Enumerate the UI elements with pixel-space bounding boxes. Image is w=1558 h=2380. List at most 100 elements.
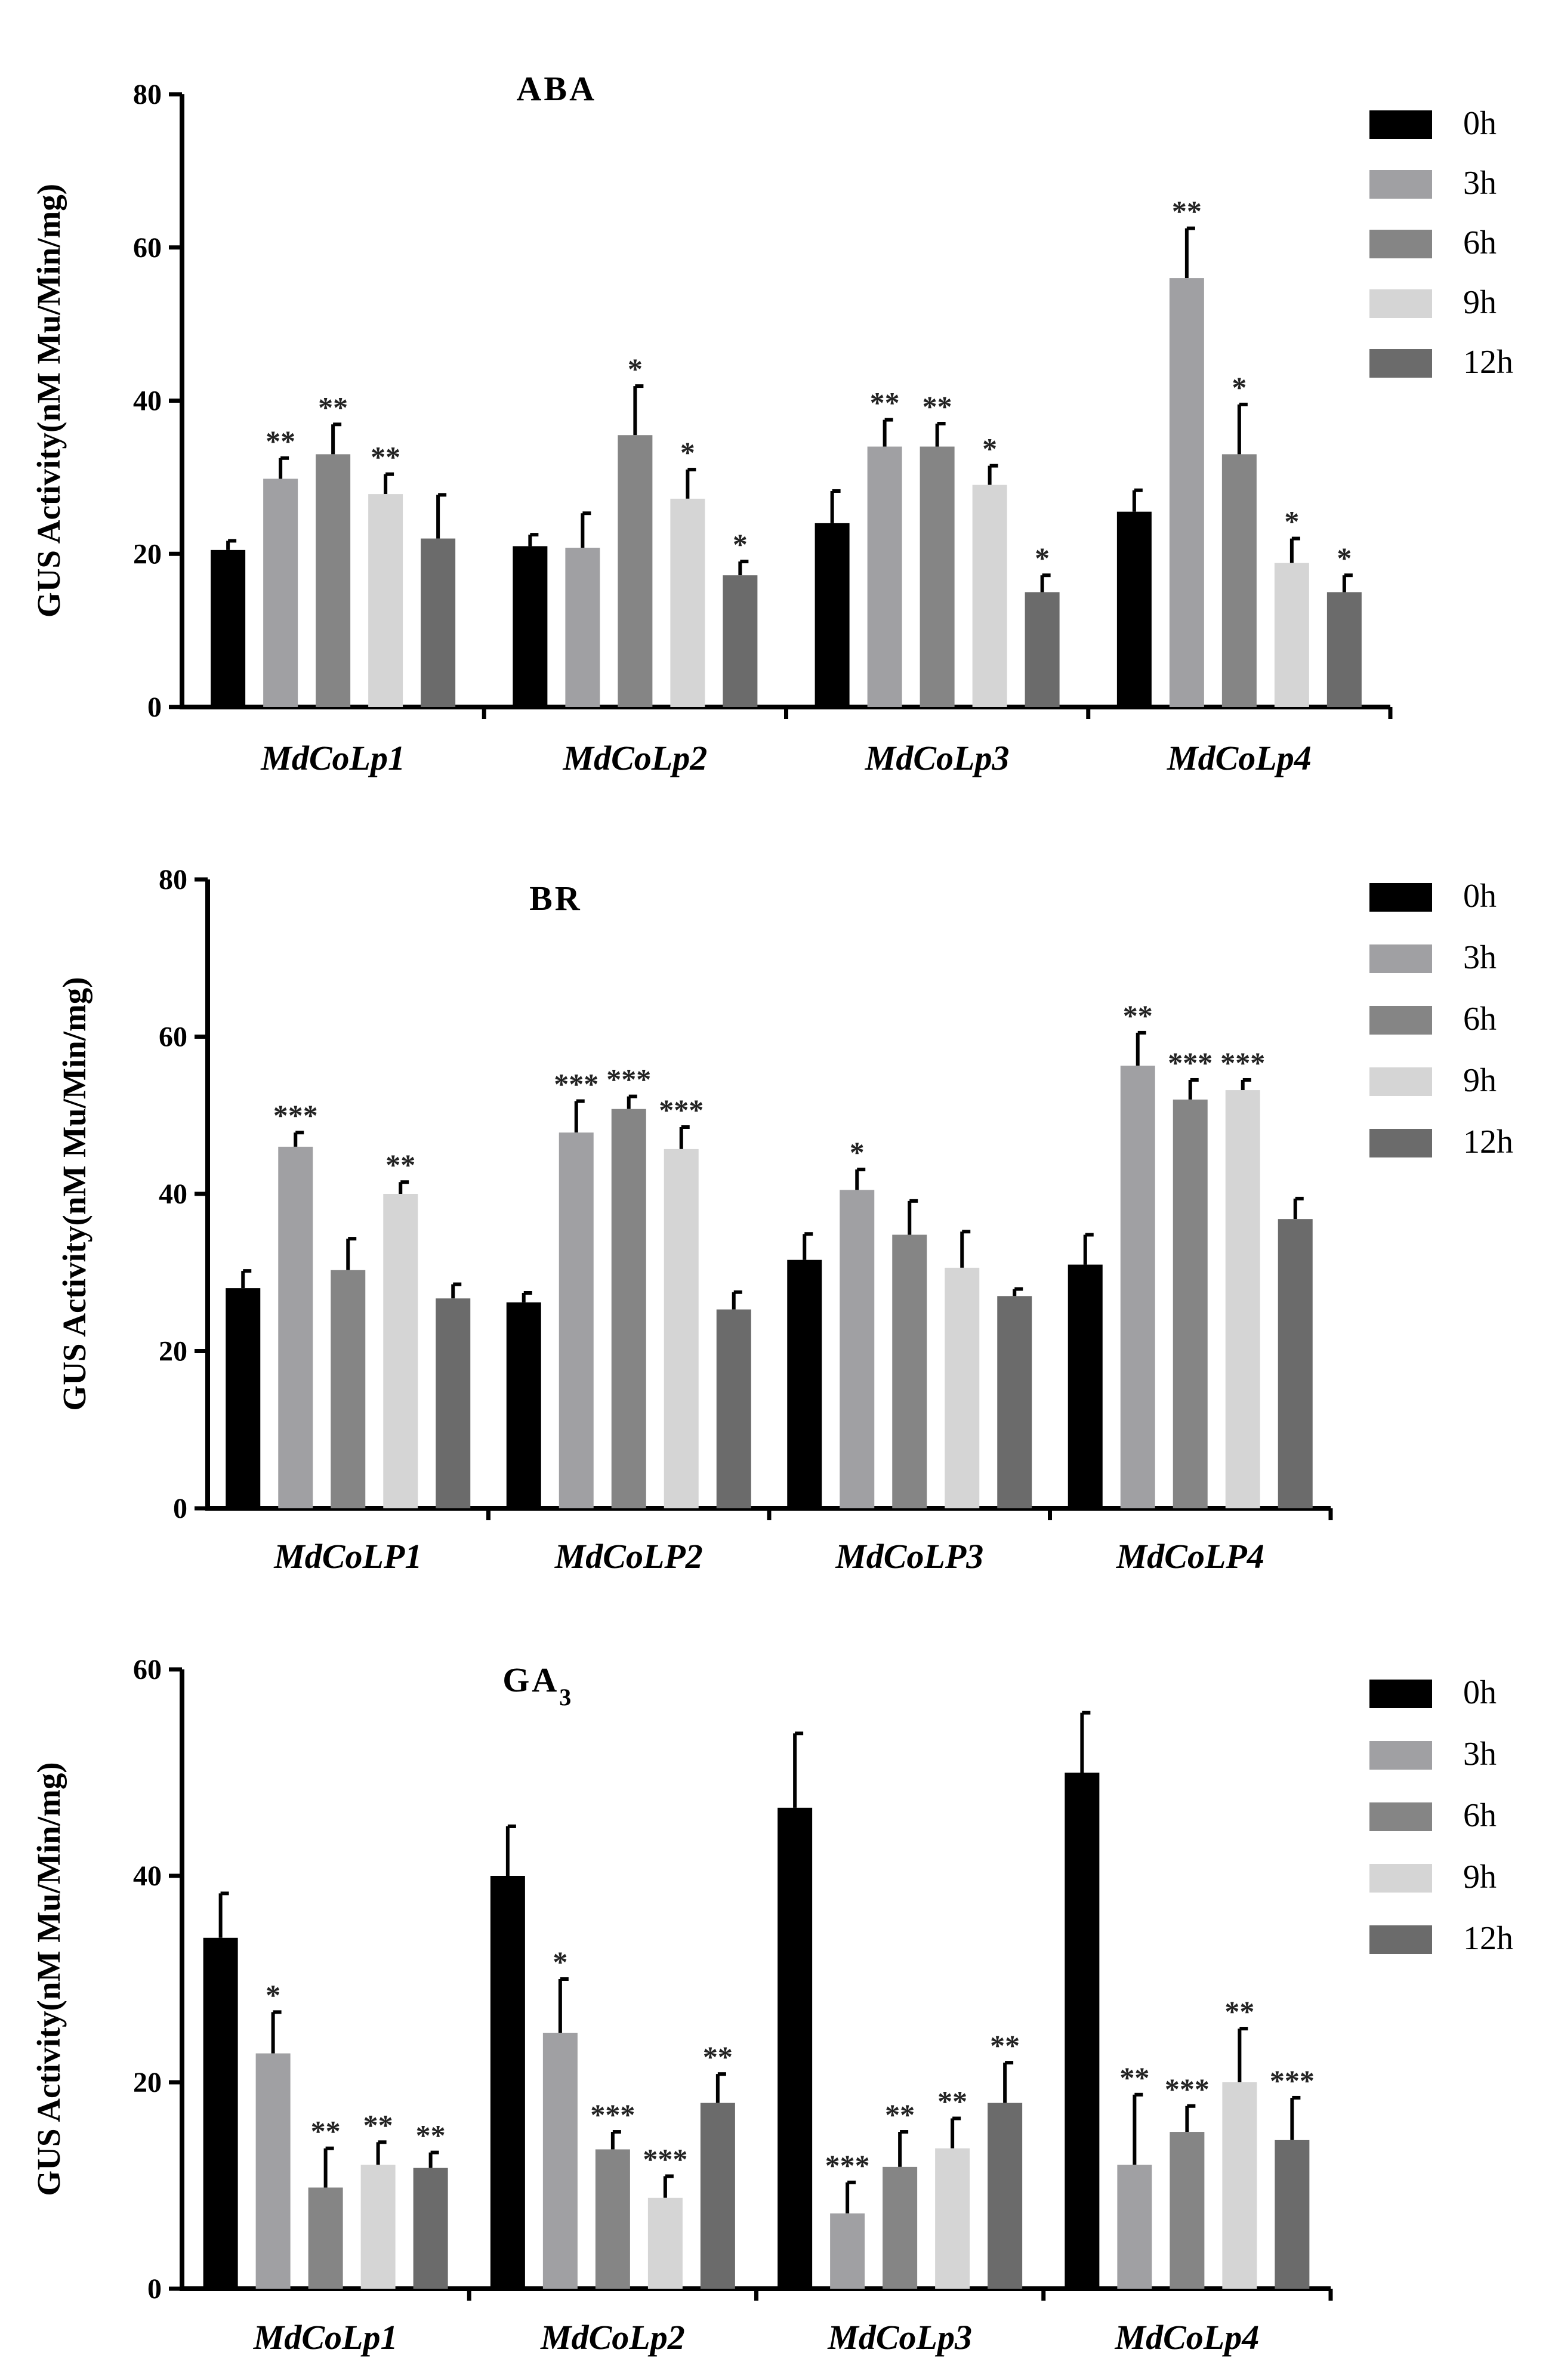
panel-1-bar bbox=[972, 484, 1007, 707]
panel-3-y-tick-label: 60 bbox=[133, 1654, 162, 1686]
panel-3-title-subscript: 3 bbox=[559, 1684, 573, 1711]
panel-2-significance-label: *** bbox=[1220, 1046, 1265, 1079]
panel-3-legend-label: 9h bbox=[1463, 1859, 1497, 1896]
panel-1-significance-label: * bbox=[628, 352, 643, 385]
panel-3-significance-label: *** bbox=[825, 2149, 870, 2182]
panel-3-significance-label: ** bbox=[311, 2114, 341, 2148]
panel-3-legend-swatch bbox=[1369, 1925, 1432, 1954]
panel-2-bar bbox=[611, 1109, 646, 1508]
panel-1-category-label: MdCoLp1 bbox=[260, 739, 405, 777]
panel-3-significance-label: ** bbox=[363, 2108, 393, 2141]
panel-2-bar bbox=[1278, 1219, 1313, 1508]
panel-3-bar bbox=[647, 2197, 683, 2289]
panel-1-category-label: MdCoLp3 bbox=[865, 739, 1010, 777]
panel-3-legend-swatch bbox=[1369, 1802, 1432, 1831]
panel-1-bar bbox=[920, 446, 955, 707]
panel-2-significance-label: *** bbox=[659, 1093, 704, 1126]
panel-3-significance-label: ** bbox=[937, 2085, 967, 2118]
panel-2-legend-swatch bbox=[1369, 944, 1432, 973]
panel-3-bar bbox=[595, 2149, 630, 2289]
panel-1-legend-swatch bbox=[1369, 170, 1432, 199]
panel-2-significance-label: *** bbox=[606, 1063, 651, 1096]
panel-3-bar bbox=[1117, 2165, 1152, 2289]
panel-2-significance-label: *** bbox=[273, 1098, 318, 1132]
panel-1-bar bbox=[1025, 592, 1060, 707]
panel-3-bar bbox=[1275, 2140, 1310, 2289]
panel-2-bar bbox=[1173, 1099, 1208, 1508]
panel-1-legend-swatch bbox=[1369, 289, 1432, 318]
panel-3-significance-label: ** bbox=[703, 2040, 733, 2073]
panel-2-y-tick-label: 0 bbox=[173, 1493, 187, 1524]
panel-3-bar bbox=[883, 2166, 918, 2289]
panel-1-significance-label: ** bbox=[371, 440, 400, 474]
panel-1-category-label: MdCoLp2 bbox=[563, 739, 708, 777]
panel-2-bar bbox=[1225, 1090, 1260, 1508]
panel-1-legend-label: 0h bbox=[1463, 105, 1497, 142]
panel-2-bar bbox=[1068, 1264, 1103, 1508]
panel-1-legend-swatch bbox=[1369, 110, 1432, 139]
panel-2-bar bbox=[664, 1149, 699, 1508]
panel-1-bar bbox=[1116, 511, 1152, 707]
panel-3-y-tick-label: 40 bbox=[133, 1860, 162, 1892]
panel-3-legend-label: 0h bbox=[1463, 1674, 1497, 1711]
panel-2-bar bbox=[278, 1146, 313, 1508]
panel-2-y-tick-label: 40 bbox=[159, 1178, 187, 1210]
panel-1-legend-label: 3h bbox=[1463, 165, 1497, 202]
panel-3-bar bbox=[1222, 2082, 1257, 2289]
panel-3-title: GA3 bbox=[502, 1660, 573, 1711]
panel-1-bar bbox=[263, 479, 298, 707]
panel-1-significance-label: ** bbox=[266, 424, 295, 458]
panel-3-category-label: MdCoLp1 bbox=[253, 2318, 398, 2357]
panel-2-category-label: MdCoLP3 bbox=[835, 1537, 983, 1576]
panel-3-significance-label: *** bbox=[1270, 2064, 1315, 2097]
panel-3-bar bbox=[778, 1807, 813, 2289]
panel-3-significance-label: ** bbox=[416, 2119, 446, 2152]
panel-2-legend-label: 9h bbox=[1463, 1062, 1497, 1099]
panel-3-y-tick-label: 20 bbox=[133, 2067, 162, 2098]
panel-1-bar bbox=[316, 454, 351, 707]
panel-1-y-tick-label: 0 bbox=[147, 692, 162, 723]
panel-3-legend-label: 3h bbox=[1463, 1736, 1497, 1773]
panel-2-category-label: MdCoLP1 bbox=[273, 1537, 422, 1576]
panel-1-y-tick-label: 80 bbox=[133, 79, 162, 110]
panel-3-legend-label: 12h bbox=[1463, 1920, 1513, 1957]
panel-2-significance-label: ** bbox=[1123, 999, 1153, 1032]
panel-2-bar bbox=[787, 1260, 822, 1508]
panel-2-bar bbox=[559, 1132, 594, 1508]
panel-3-category-label: MdCoLp4 bbox=[1115, 2318, 1260, 2357]
panel-3-legend-swatch bbox=[1369, 1680, 1432, 1708]
panel-3-bar bbox=[1065, 1773, 1100, 2289]
panel-1-legend-swatch bbox=[1369, 230, 1432, 258]
panel-3-bar bbox=[700, 2103, 735, 2289]
panel-3-significance-label: ** bbox=[990, 2029, 1020, 2062]
panel-2-legend-swatch bbox=[1369, 883, 1432, 912]
panel-2-legend-label: 3h bbox=[1463, 939, 1497, 976]
panel-1-bar bbox=[1221, 454, 1257, 707]
panel-3-bar bbox=[360, 2165, 396, 2289]
panel-1-significance-label: * bbox=[982, 432, 997, 465]
panel-3-significance-label: * bbox=[553, 1945, 567, 1978]
panel-3-significance-label: * bbox=[266, 1978, 280, 2011]
panel-2-bar bbox=[997, 1296, 1032, 1508]
panel-3-legend-swatch bbox=[1369, 1741, 1432, 1770]
panel-3-legend-label: 6h bbox=[1463, 1797, 1497, 1834]
panel-2-significance-label: * bbox=[850, 1135, 865, 1169]
panel-3-bar bbox=[255, 2053, 291, 2289]
panel-2-bar bbox=[226, 1288, 261, 1508]
panel-3-category-label: MdCoLp2 bbox=[540, 2318, 685, 2357]
panel-1-significance-label: ** bbox=[318, 390, 348, 424]
panel-3-y-axis-title: GUS Activity(nM Mu/Min/mg) bbox=[30, 1762, 67, 2196]
panel-3-significance-label: ** bbox=[1119, 2061, 1149, 2094]
panel-1-y-tick-label: 20 bbox=[133, 538, 162, 570]
panel-3-bar bbox=[203, 1937, 238, 2289]
panel-3-category-label: MdCoLp3 bbox=[827, 2318, 972, 2357]
panel-1-significance-label: * bbox=[1035, 541, 1050, 575]
panel-1-bar bbox=[1274, 563, 1309, 707]
panel-2-bar bbox=[331, 1270, 366, 1508]
panel-3-bar bbox=[988, 2103, 1023, 2289]
panel-2-legend-label: 6h bbox=[1463, 1001, 1497, 1038]
panel-1-significance-label: * bbox=[1337, 541, 1352, 575]
panel-1-bar bbox=[1326, 592, 1362, 707]
panel-1-y-tick-label: 60 bbox=[133, 232, 162, 264]
